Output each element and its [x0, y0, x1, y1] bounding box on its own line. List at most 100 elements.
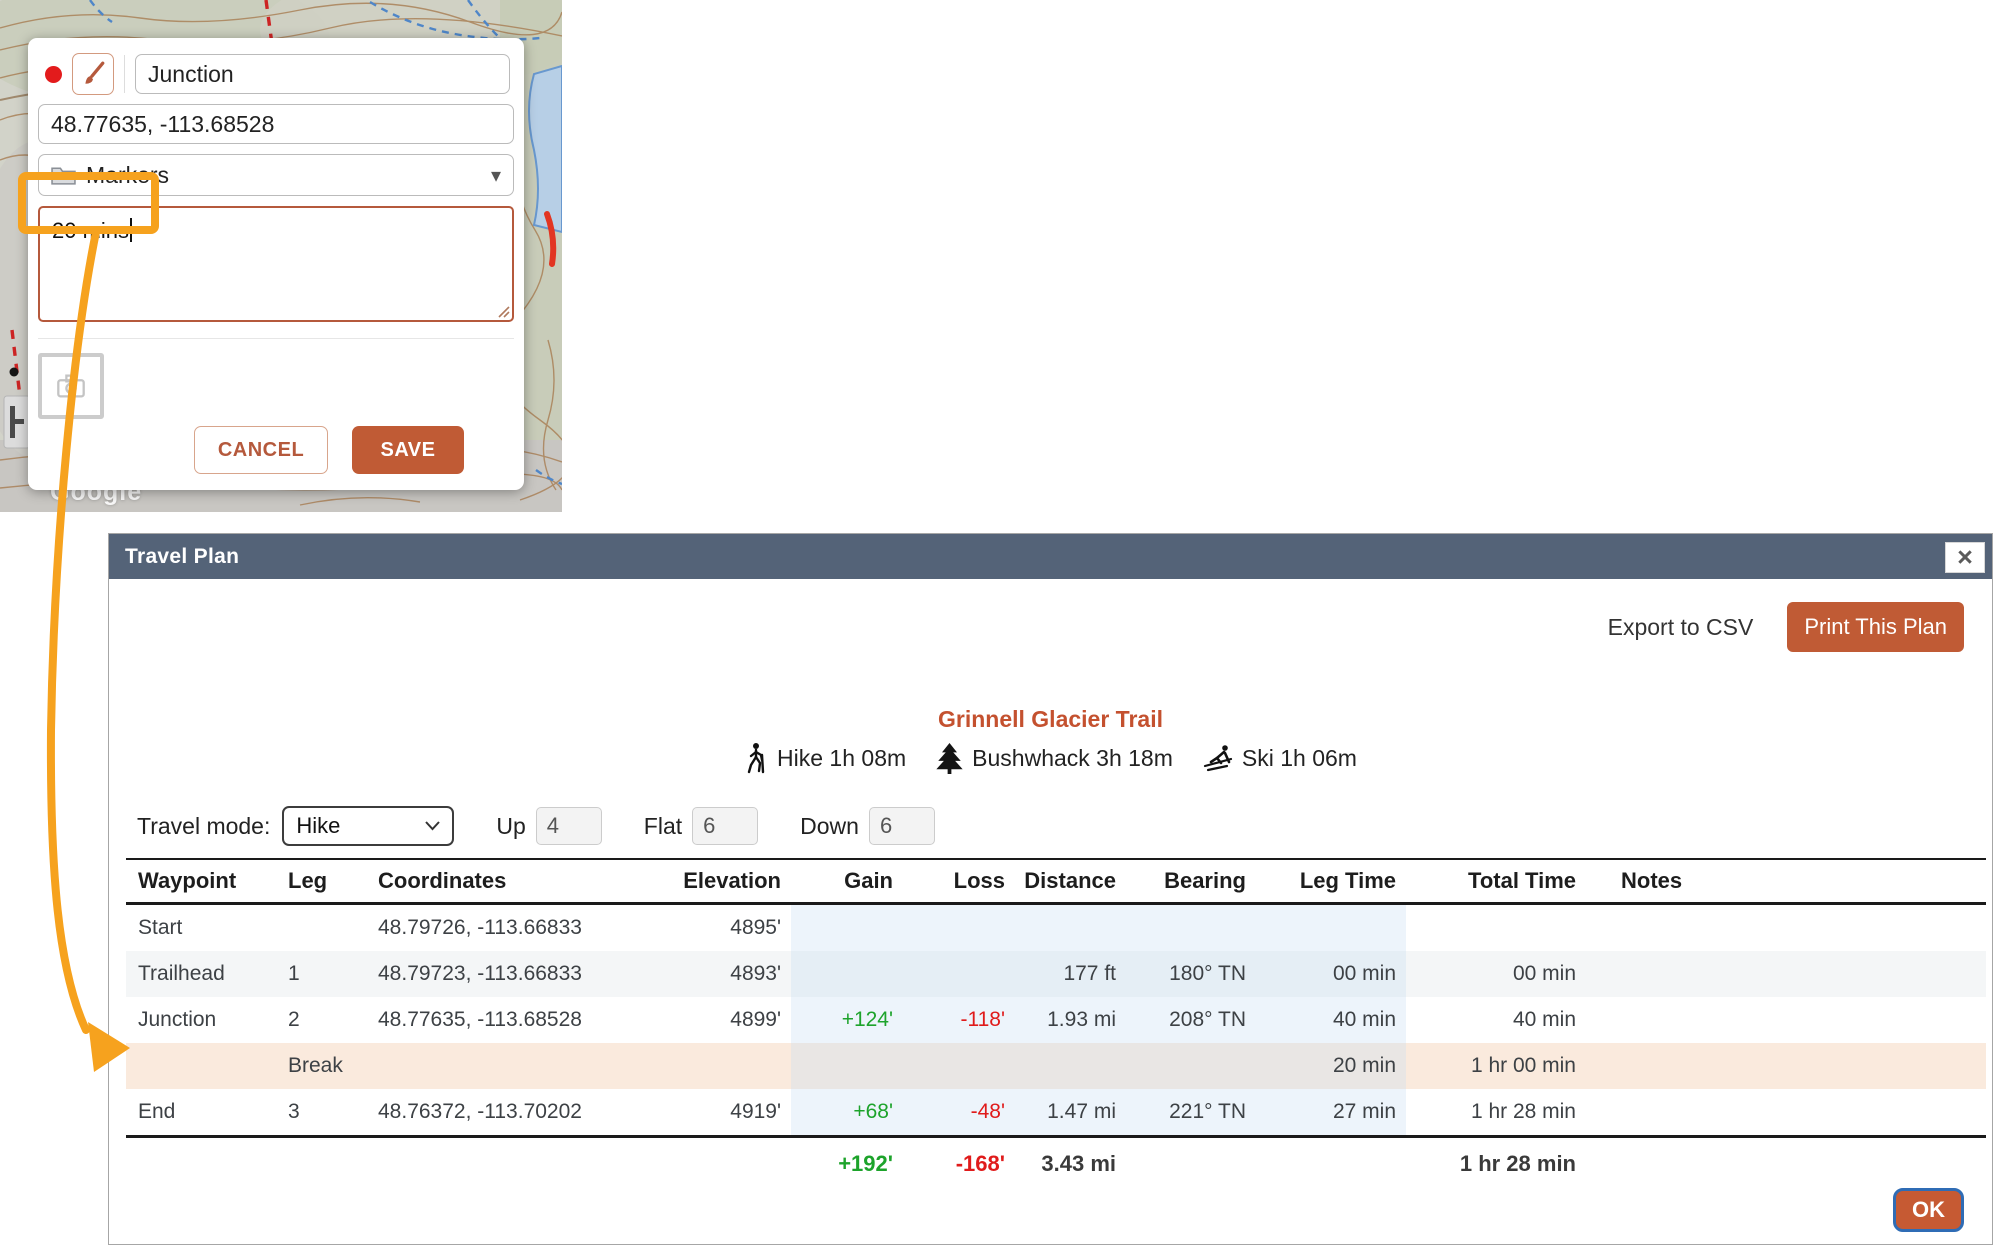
add-photo-button[interactable]: [38, 353, 104, 419]
cell-leg: Break: [288, 1054, 343, 1077]
cell-loss: [903, 1043, 1015, 1089]
cancel-button[interactable]: CANCEL: [194, 426, 328, 474]
chevron-down-icon: [425, 821, 441, 831]
tree-icon: [936, 742, 963, 774]
marker-dot-icon[interactable]: [45, 65, 62, 83]
table-row: End 3 48.76372, -113.70202 4919' +68' -48' 1.4…: [126, 1089, 1986, 1135]
flat-input[interactable]: [692, 807, 759, 845]
cell-distance: 1.47 mi: [1015, 1089, 1126, 1135]
cell-leg: 3: [288, 1100, 300, 1123]
cell-gain: +124': [791, 997, 903, 1043]
cell-waypoint: End: [138, 1100, 176, 1123]
cell-gain: [791, 1043, 903, 1089]
marker-edit-popup: Markers ▾ 20 mins CANCEL SAVE: [28, 38, 524, 490]
mode-label: Bushwhack 3h 18m: [972, 744, 1173, 771]
travel-mode-label: Travel mode:: [137, 812, 271, 839]
marker-folder-select[interactable]: Markers ▾: [38, 154, 514, 196]
table-body: Start 48.79726, -113.66833 4895' Trailhead 1…: [126, 905, 1986, 1135]
cell-coordinates: 48.79723, -113.66833: [378, 962, 582, 985]
cell-distance: 177 ft: [1015, 951, 1126, 997]
column-header-waypoint: Waypoint: [138, 868, 237, 893]
ski-icon: [1203, 745, 1232, 772]
cell-total_time: 00 min: [1512, 962, 1576, 985]
up-input[interactable]: [535, 807, 602, 845]
cell-loss: [903, 951, 1015, 997]
mode-bushwhack: Bushwhack 3h 18m: [936, 742, 1173, 774]
column-header-gain: Gain: [844, 868, 893, 893]
cell-gain: [791, 951, 903, 997]
cell-leg_time: [1256, 905, 1406, 951]
down-input[interactable]: [868, 807, 935, 845]
column-header-coordinates: Coordinates: [378, 868, 507, 893]
total-loss: -168': [955, 1151, 1005, 1176]
resize-handle-icon[interactable]: [496, 304, 510, 318]
cell-leg_time: 27 min: [1256, 1089, 1406, 1135]
column-header-bearing: Bearing: [1164, 868, 1246, 893]
folder-select-value: Markers: [86, 161, 170, 188]
folder-icon: [51, 167, 76, 185]
print-plan-button[interactable]: Print This Plan: [1787, 602, 1964, 652]
dialog-titlebar: Travel Plan ×: [109, 534, 1992, 579]
chevron-down-icon: ▾: [490, 164, 501, 187]
column-header-leg_time: Leg Time: [1299, 868, 1396, 893]
cell-distance: [1015, 905, 1126, 951]
column-header-notes: Notes: [1621, 868, 1683, 893]
cell-total_time: 40 min: [1512, 1008, 1576, 1031]
flat-label: Flat: [643, 812, 683, 839]
cell-elevation: 4919': [730, 1100, 781, 1123]
marker-coordinates-input[interactable]: [38, 104, 514, 144]
save-button[interactable]: SAVE: [352, 426, 464, 474]
brush-icon: [85, 61, 105, 84]
cell-total_time: 1 hr 00 min: [1470, 1054, 1576, 1077]
up-label: Up: [496, 812, 526, 839]
cell-coordinates: 48.77635, -113.68528: [378, 1008, 582, 1031]
ok-button[interactable]: OK: [1893, 1188, 1964, 1232]
cell-leg: 2: [288, 1008, 300, 1031]
break-row: Break 20 min 1 hr 00 min: [126, 1043, 1986, 1089]
trail-title: Grinnell Glacier Trail: [938, 706, 1163, 732]
table-totals-row: +192' -168' 3.43 mi 1 hr 28 min: [126, 1135, 1986, 1190]
mode-summary-row: Hike 1h 08m Bushwhack 3h 18m Ski 1h 06m: [109, 742, 1992, 774]
cell-leg: 1: [288, 962, 300, 985]
cell-total_time: 1 hr 28 min: [1470, 1100, 1576, 1123]
cell-bearing: [1126, 905, 1256, 951]
cell-leg_time: 40 min: [1256, 997, 1406, 1043]
cell-loss: [903, 905, 1015, 951]
marker-comment-textarea[interactable]: 20 mins: [38, 206, 514, 322]
camera-icon: [57, 374, 85, 398]
close-button[interactable]: ×: [1945, 542, 1985, 573]
total-gain: +192': [838, 1151, 893, 1176]
cell-elevation: 4899': [730, 1008, 781, 1031]
cell-bearing: 221° TN: [1126, 1089, 1256, 1135]
cell-distance: 1.93 mi: [1015, 997, 1126, 1043]
cell-leg_time: 00 min: [1256, 951, 1406, 997]
total-distance: 3.43 mi: [1041, 1151, 1116, 1176]
export-csv-link[interactable]: Export to CSV: [1607, 613, 1754, 640]
travel-mode-value: Hike: [296, 813, 341, 838]
mode-label: Hike 1h 08m: [777, 744, 907, 771]
table-row: Trailhead 1 48.79723, -113.66833 4893' 177 f…: [126, 951, 1986, 997]
divider: [124, 55, 125, 93]
cell-loss: -118': [903, 997, 1015, 1043]
cell-gain: [791, 905, 903, 951]
total-total_time: 1 hr 28 min: [1459, 1151, 1576, 1176]
comment-text: 20 mins: [52, 218, 130, 243]
down-label: Down: [800, 812, 859, 839]
travel-mode-row: Travel mode: Hike Up Flat Down: [137, 806, 935, 846]
cell-elevation: 4895': [730, 916, 781, 939]
travel-plan-table: Waypoint Leg Coordinates Elevation Gain Loss D…: [126, 858, 1986, 1190]
column-header-elevation: Elevation: [683, 868, 781, 893]
column-header-leg: Leg: [288, 868, 328, 893]
cell-gain: +68': [791, 1089, 903, 1135]
cell-waypoint: Trailhead: [138, 962, 225, 985]
dialog-title: Travel Plan: [125, 544, 240, 568]
cell-leg_time: 20 min: [1256, 1043, 1406, 1089]
marker-name-input[interactable]: [135, 54, 510, 94]
cell-coordinates: 48.76372, -113.70202: [378, 1100, 582, 1123]
marker-style-button[interactable]: [72, 53, 114, 95]
table-header-row: Waypoint Leg Coordinates Elevation Gain Loss D…: [126, 858, 1986, 905]
travel-mode-select[interactable]: Hike: [282, 806, 455, 846]
marker-style-row: [42, 52, 510, 96]
cell-bearing: 208° TN: [1126, 997, 1256, 1043]
